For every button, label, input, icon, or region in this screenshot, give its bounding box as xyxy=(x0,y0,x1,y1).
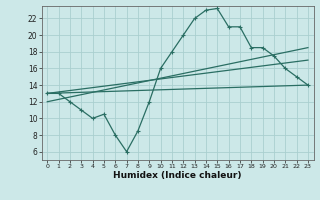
X-axis label: Humidex (Indice chaleur): Humidex (Indice chaleur) xyxy=(113,171,242,180)
